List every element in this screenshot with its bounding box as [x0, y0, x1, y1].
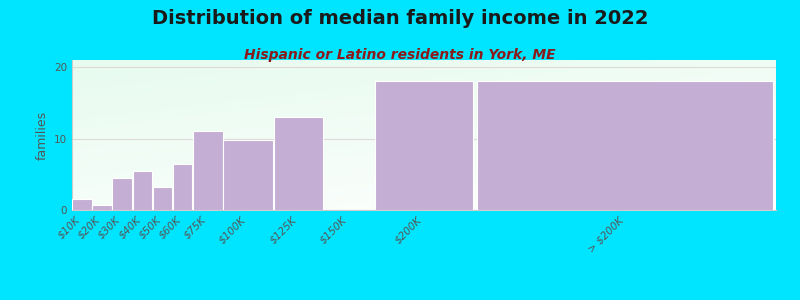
Bar — [92, 205, 112, 210]
Bar — [223, 140, 273, 210]
Bar — [274, 117, 323, 210]
Bar — [153, 187, 172, 210]
Bar — [193, 131, 222, 210]
Bar — [133, 171, 152, 210]
Bar — [374, 81, 474, 210]
Text: Distribution of median family income in 2022: Distribution of median family income in … — [152, 9, 648, 28]
Y-axis label: families: families — [35, 110, 49, 160]
Bar — [113, 178, 132, 210]
Bar — [173, 164, 193, 210]
Bar — [72, 199, 92, 210]
Bar — [478, 81, 773, 210]
Text: Hispanic or Latino residents in York, ME: Hispanic or Latino residents in York, ME — [244, 48, 556, 62]
